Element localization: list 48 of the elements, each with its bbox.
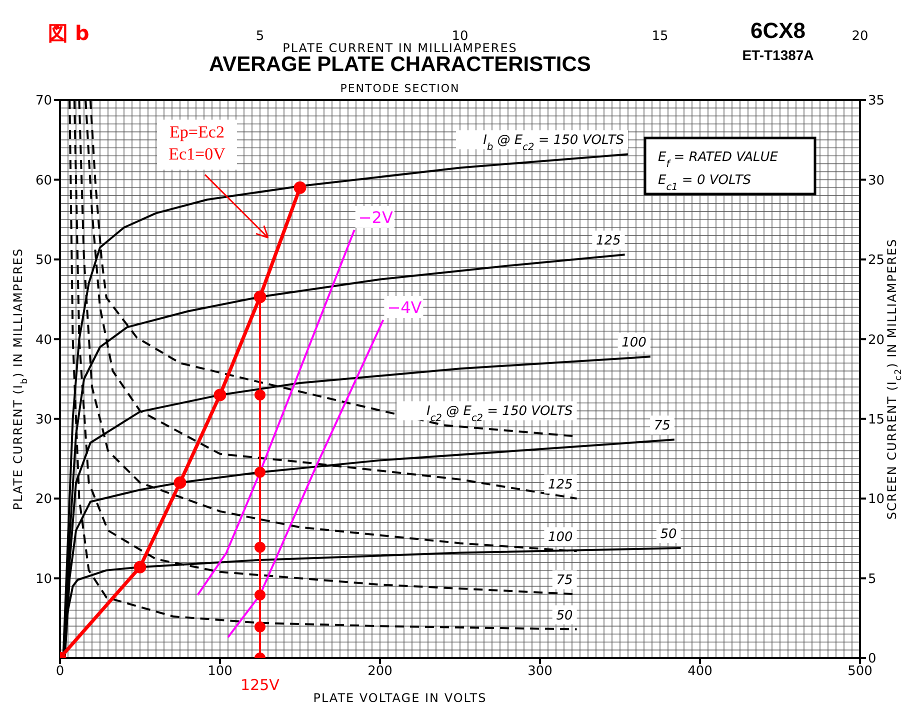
y2-tick-label: 20	[868, 332, 885, 348]
y-tick-label: 60	[35, 173, 52, 188]
y2-tick-label: 10	[868, 492, 885, 508]
y-tick-label: 30	[35, 412, 52, 428]
series-label: 75	[654, 418, 670, 434]
x2-tick-label: 5	[256, 29, 264, 44]
y2-tick-label: 15	[868, 412, 885, 428]
y-tick-label: 40	[35, 332, 52, 348]
series-label: 50	[556, 608, 573, 624]
text: 図 b	[48, 21, 90, 45]
text: Ep=Ec2 Ec1=0V	[168, 122, 226, 164]
series-label: −2V	[358, 208, 393, 227]
x-tick-label: 100	[208, 664, 232, 680]
y-tick-label: 70	[35, 94, 52, 109]
x-tick-label: 300	[528, 664, 552, 680]
x-tick-label: 400	[688, 664, 712, 680]
annotation: E$_{c1}$ = 0 VOLTS	[658, 173, 752, 192]
x-tick-label: 0	[56, 664, 64, 680]
text: ET-T1387A	[742, 47, 814, 63]
text: 6CX8	[750, 18, 806, 43]
x2-tick-label: 20	[852, 29, 868, 44]
series-label: 50	[660, 526, 677, 542]
chart-title: AVERAGE PLATE CHARACTERISTICS	[209, 53, 591, 76]
series-label: 100	[548, 530, 573, 546]
x-tick-label: 500	[848, 664, 872, 680]
y-tick-label: 50	[35, 253, 52, 268]
x2-tick-label: 10	[452, 29, 468, 44]
y2-tick-label: 25	[868, 253, 885, 268]
note-box: E$_{f}$ = RATED VALUE E$_{c1}$ = 0 VOLTS	[644, 136, 816, 196]
series-label: −4V	[387, 298, 422, 318]
y2-tick-label: 30	[868, 173, 885, 188]
series-label: 125	[596, 234, 621, 249]
series-label: 100	[622, 336, 646, 351]
x-tick-label: 200	[368, 664, 392, 680]
y-tick-label: 20	[35, 492, 52, 508]
series-label: 75	[556, 573, 573, 588]
x2-tick-label: 15	[652, 29, 668, 44]
y2-tick-label: 35	[868, 94, 885, 109]
series-label: 125	[548, 478, 573, 493]
chart-subtitle: PENTODE SECTION	[340, 82, 460, 95]
x2-axis-title: PLATE CURRENT IN MILLIAMPERES	[282, 41, 518, 55]
x-axis-title: PLATE VOLTAGE IN VOLTS	[313, 691, 487, 705]
y2-tick-label: 5	[868, 572, 876, 587]
y-tick-label: 10	[35, 572, 52, 587]
series-label: I$_{b}$ @ E$_{c2}$ = 150 VOLTS	[483, 133, 624, 153]
series-label: I$_{c2}$ @ E$_{c2}$ = 150 VOLTS	[426, 404, 573, 424]
annotation: 125V	[240, 676, 280, 694]
annotation: E$_{f}$ = RATED VALUE	[658, 150, 779, 170]
